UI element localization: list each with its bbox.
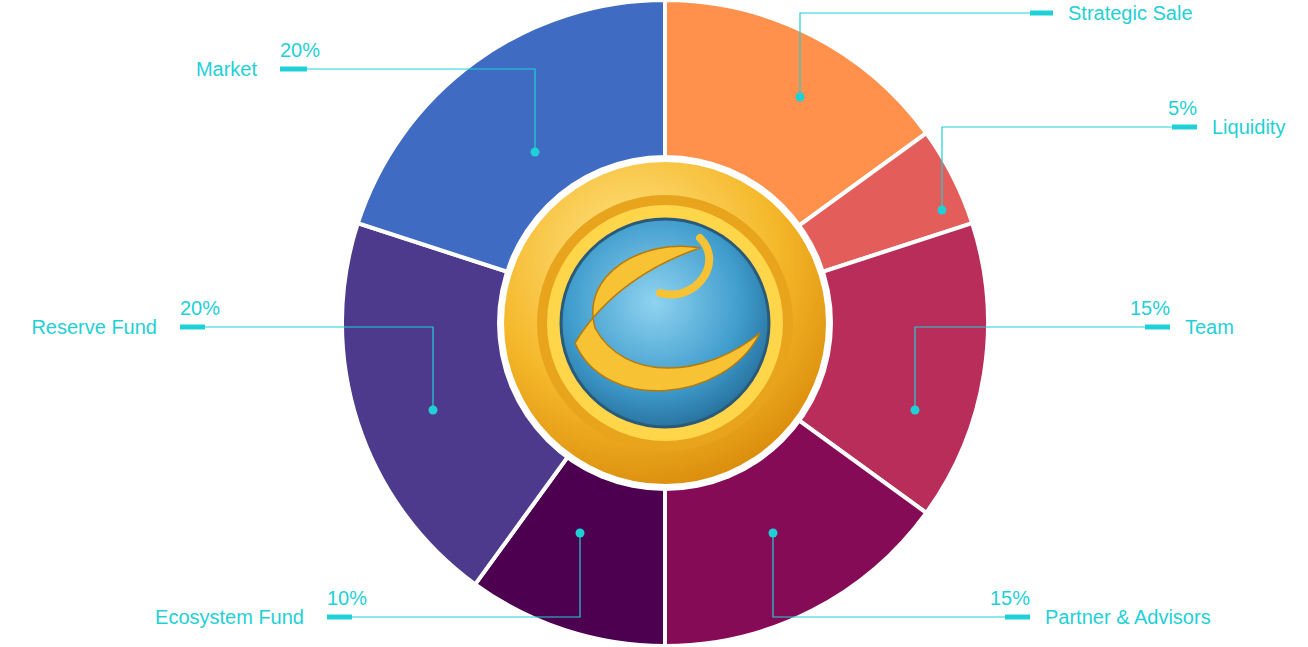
- value-label: 20%: [280, 39, 320, 61]
- leader-bar: [280, 67, 307, 72]
- leader-line: [352, 533, 580, 617]
- category-label: Market: [196, 58, 258, 80]
- category-label: Liquidity: [1212, 116, 1285, 138]
- coin: [497, 155, 833, 491]
- coin-swirl: [660, 238, 709, 295]
- category-label: Strategic Sale: [1068, 2, 1193, 24]
- coin-body: [504, 162, 826, 484]
- leader-dot: [769, 529, 778, 538]
- leader-dot: [576, 529, 585, 538]
- value-label: 15%: [990, 587, 1030, 609]
- leader-dot: [911, 406, 920, 415]
- leader-bar: [1172, 125, 1197, 130]
- category-label: Ecosystem Fund: [155, 606, 304, 628]
- coin-swirl: [575, 246, 760, 390]
- leader-line: [307, 69, 535, 152]
- leader-dot: [531, 148, 540, 157]
- category-label: Partner & Advisors: [1045, 606, 1211, 628]
- coin-rim: [537, 195, 793, 451]
- leader-dot: [938, 206, 947, 215]
- value-label: 5%: [1168, 97, 1197, 119]
- value-label: 15%: [1130, 297, 1170, 319]
- category-label: Reserve Fund: [31, 316, 157, 338]
- leader-bar: [180, 325, 205, 330]
- leader-bar: [1030, 11, 1053, 16]
- value-label: 10%: [327, 587, 367, 609]
- coin-ring: [497, 155, 833, 491]
- leader-line: [205, 327, 433, 410]
- coin-face: [561, 219, 769, 427]
- leader-line: [800, 13, 1030, 97]
- value-label: 20%: [180, 297, 220, 319]
- leader-line: [773, 533, 1005, 617]
- leader-bar: [1005, 615, 1030, 620]
- leader-dot: [429, 406, 438, 415]
- category-label: Team: [1185, 316, 1234, 338]
- slices: [342, 0, 988, 646]
- leader-line: [942, 127, 1172, 210]
- leader-dot: [796, 93, 805, 102]
- leader-bar: [1145, 325, 1170, 330]
- coin-rim: [547, 205, 783, 441]
- labels: Strategic Sale Liquidity 5% Team 15% Partner …: [31, 2, 1285, 628]
- leader-line: [915, 327, 1145, 410]
- leader-bar: [327, 615, 352, 620]
- chart: Strategic Sale Liquidity 5% Team 15% Partner …: [0, 0, 1308, 647]
